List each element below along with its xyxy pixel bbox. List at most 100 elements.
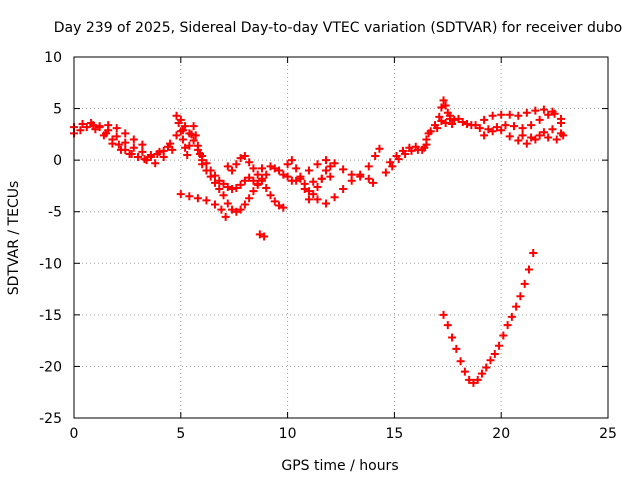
y-tick-label: -10: [39, 256, 62, 272]
data-point: [138, 140, 147, 149]
data-point: [456, 357, 465, 366]
data-point-marker: [245, 173, 254, 182]
data-point: [236, 180, 245, 189]
data-point-marker: [253, 170, 262, 179]
data-point-marker: [499, 331, 508, 340]
data-point-marker: [219, 179, 228, 188]
data-point-marker: [463, 120, 472, 129]
data-point-marker: [189, 122, 198, 131]
data-point: [465, 375, 474, 384]
data-point-marker: [405, 143, 414, 152]
data-point-marker: [418, 145, 427, 154]
data-point-marker: [228, 166, 237, 175]
data-point: [257, 164, 266, 173]
data-point-marker: [552, 135, 561, 144]
data-point: [185, 192, 194, 201]
data-point-marker: [275, 166, 284, 175]
data-point: [116, 145, 125, 154]
data-point-marker: [507, 312, 516, 321]
data-point: [163, 142, 172, 151]
data-point: [480, 115, 489, 124]
data-point: [223, 182, 232, 191]
data-point: [492, 123, 501, 132]
data-point-marker: [514, 136, 523, 145]
data-point-marker: [223, 182, 232, 191]
data-point: [210, 171, 219, 180]
data-point-marker: [492, 123, 501, 132]
data-point: [223, 199, 232, 208]
data-point-marker: [529, 248, 538, 257]
data-point-marker: [266, 162, 275, 171]
data-point-marker: [163, 142, 172, 151]
data-point-marker: [189, 136, 198, 145]
data-point: [104, 121, 113, 130]
data-point: [262, 183, 271, 192]
data-point: [522, 139, 531, 148]
data-point: [322, 156, 331, 165]
data-point-marker: [260, 232, 269, 241]
data-point-marker: [178, 135, 187, 144]
data-point-marker: [465, 375, 474, 384]
data-point: [253, 170, 262, 179]
y-tick-label: -5: [48, 205, 62, 221]
data-points: [70, 96, 568, 387]
data-point-marker: [480, 131, 489, 140]
data-point-marker: [452, 344, 461, 353]
data-point: [495, 341, 504, 350]
data-point: [155, 147, 164, 156]
data-point-marker: [411, 142, 420, 151]
data-point-marker: [313, 195, 322, 204]
data-point: [176, 190, 185, 199]
data-point: [356, 170, 365, 179]
data-point: [82, 123, 91, 132]
data-point-marker: [228, 185, 237, 194]
data-point: [193, 194, 202, 203]
data-point-marker: [495, 341, 504, 350]
data-point-marker: [129, 143, 138, 152]
data-point: [300, 185, 309, 194]
data-point-marker: [330, 193, 339, 202]
data-point-marker: [381, 168, 390, 177]
data-point-marker: [484, 125, 493, 134]
data-point: [210, 200, 219, 209]
data-point-marker: [138, 147, 147, 156]
data-point-marker: [309, 190, 318, 199]
data-point: [232, 207, 241, 216]
data-point: [262, 170, 271, 179]
data-point-marker: [539, 105, 548, 114]
data-point: [381, 168, 390, 177]
data-point: [371, 152, 380, 161]
data-point-marker: [116, 145, 125, 154]
data-point: [287, 156, 296, 165]
data-point-marker: [108, 139, 117, 148]
data-point-marker: [518, 131, 527, 140]
data-point: [469, 378, 478, 387]
data-point-marker: [206, 172, 215, 181]
data-point: [185, 129, 194, 138]
data-point-marker: [257, 176, 266, 185]
data-point-marker: [309, 177, 318, 186]
y-tick-label: 5: [53, 102, 62, 118]
data-point-marker: [364, 162, 373, 171]
data-point: [473, 375, 482, 384]
data-point: [191, 131, 200, 140]
data-point: [270, 197, 279, 206]
data-point-marker: [450, 115, 459, 124]
data-point: [330, 159, 339, 168]
data-point: [452, 344, 461, 353]
data-point: [326, 172, 335, 181]
data-point-marker: [283, 172, 292, 181]
data-point-marker: [193, 145, 202, 154]
data-point: [219, 191, 228, 200]
data-point-marker: [202, 159, 211, 168]
data-point: [441, 101, 450, 110]
data-point-marker: [482, 363, 491, 372]
data-point: [313, 195, 322, 204]
data-point: [535, 131, 544, 140]
data-point-marker: [313, 182, 322, 191]
data-point: [450, 115, 459, 124]
data-point-marker: [559, 131, 568, 140]
data-point-marker: [322, 156, 331, 165]
data-point-marker: [112, 124, 121, 133]
data-point: [443, 321, 452, 330]
